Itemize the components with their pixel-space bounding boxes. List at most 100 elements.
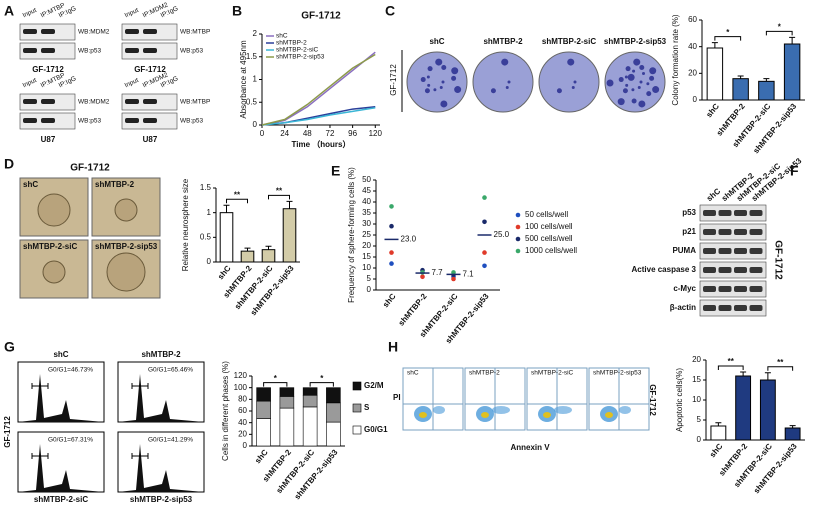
dot	[420, 274, 425, 280]
x-tick-label: shMTBP-2-sip53	[752, 441, 799, 495]
colony	[649, 67, 657, 75]
blot-band	[749, 248, 763, 254]
colony	[642, 72, 646, 76]
y-tick-label: 1	[207, 208, 212, 217]
significance-bracket	[714, 36, 742, 41]
error-bar	[737, 75, 744, 79]
cell-line-label: GF-1712	[32, 65, 64, 74]
y-tick-label: 10	[362, 263, 371, 272]
neurosphere	[106, 252, 146, 292]
colony	[652, 86, 660, 94]
x-tick-label: 24	[280, 129, 289, 138]
x-tick-label: shC	[704, 102, 721, 120]
legend-label: 500 cells/well	[525, 234, 573, 243]
cell-line-label: U87	[41, 135, 56, 144]
x-tick-label: shMTBP-2	[397, 291, 429, 327]
quadrant	[589, 368, 649, 430]
panel-letter: B	[232, 3, 242, 19]
legend-label: shC	[276, 33, 288, 40]
legend-swatch	[515, 236, 521, 242]
bar-segment	[302, 387, 318, 396]
legend-label: 100 cells/well	[525, 222, 573, 231]
significance-label: **	[276, 186, 283, 195]
colony	[632, 69, 636, 73]
panel-letter: A	[4, 3, 14, 19]
error-bar	[244, 247, 251, 252]
error-bar	[286, 200, 293, 209]
significance-bracket	[263, 382, 288, 387]
quadrant	[527, 368, 587, 430]
blot-band	[703, 210, 716, 216]
panel-letter: E	[331, 163, 340, 179]
lane-label: shC	[705, 186, 723, 203]
y-tick-label: 20	[238, 429, 247, 438]
neurosphere	[37, 193, 71, 227]
bar	[784, 427, 801, 441]
blot-band	[125, 99, 139, 104]
blot-strip	[699, 261, 767, 279]
blot-band	[143, 99, 157, 104]
blot-band	[703, 267, 716, 273]
blot-band	[703, 229, 716, 235]
significance-label: *	[778, 22, 782, 31]
image-label: shMTBP-2-sip53	[604, 37, 667, 46]
colony	[638, 100, 646, 108]
gate	[31, 453, 49, 459]
colony	[427, 83, 431, 87]
blot-band	[734, 210, 747, 216]
colony	[424, 88, 430, 94]
cell-line-label: GF-1712	[134, 65, 166, 74]
blot-row-label: p53	[682, 208, 696, 217]
colony	[573, 80, 577, 84]
legend-label: 1000 cells/well	[525, 246, 577, 255]
blot-row-label: WB:MTBP	[180, 99, 210, 106]
quadrant	[403, 368, 463, 430]
y-tick-label: 1.5	[246, 52, 258, 61]
colony	[426, 75, 430, 79]
x-tick-label: shC	[708, 442, 725, 460]
legend-label: shMTBP-2-sip53	[276, 54, 325, 61]
dish	[604, 51, 666, 113]
blot-band	[749, 305, 763, 311]
histogram-title: shMTBP-2-sip53	[130, 495, 193, 504]
significance-bracket	[767, 366, 794, 371]
blot-band	[718, 229, 732, 235]
colony	[433, 88, 437, 92]
colony	[646, 91, 652, 97]
lane-label: Input	[124, 77, 140, 90]
error-bar	[223, 204, 230, 213]
colony	[490, 88, 496, 94]
flow-title: shMTBP-2-siC	[531, 370, 574, 377]
legend-swatch	[515, 248, 521, 254]
legend-swatch	[352, 381, 362, 391]
lane-label: Input	[22, 77, 38, 90]
colony	[631, 88, 635, 92]
colony	[639, 80, 643, 84]
y-tick-label: 40	[688, 42, 697, 51]
y-tick-label: 30	[362, 219, 371, 228]
x-tick-label: 0	[260, 129, 265, 138]
blot-band	[143, 29, 157, 34]
blot-strip	[699, 242, 767, 260]
blot-band	[734, 229, 747, 235]
legend-label: shMTBP-2-siC	[276, 47, 319, 54]
blot-band	[703, 305, 716, 311]
colony	[451, 75, 457, 81]
y-tick-label: 0	[367, 285, 372, 294]
y-axis-label: Cells in different phases (%)	[221, 361, 230, 461]
blot-band	[41, 48, 55, 53]
y-axis-label: Frequency of sphere-forming cells (%)	[347, 167, 356, 303]
gate-label: G0/G1=65.46%	[148, 367, 193, 374]
histogram-frame	[117, 431, 205, 493]
y-tick-label: 0.5	[246, 97, 258, 106]
chart-title: GF-1712	[301, 11, 341, 22]
image-label: shMTBP-2	[95, 180, 135, 189]
error-bar	[764, 372, 771, 380]
x-axis-label: Time （hours）	[292, 139, 351, 149]
flow-title: shMTBP-2	[469, 370, 500, 377]
bar	[783, 43, 801, 101]
blot-row-label: c-Myc	[673, 284, 696, 293]
histogram-title: shMTBP-2-siC	[34, 495, 88, 504]
legend-swatch	[352, 425, 362, 435]
colony	[420, 77, 426, 83]
